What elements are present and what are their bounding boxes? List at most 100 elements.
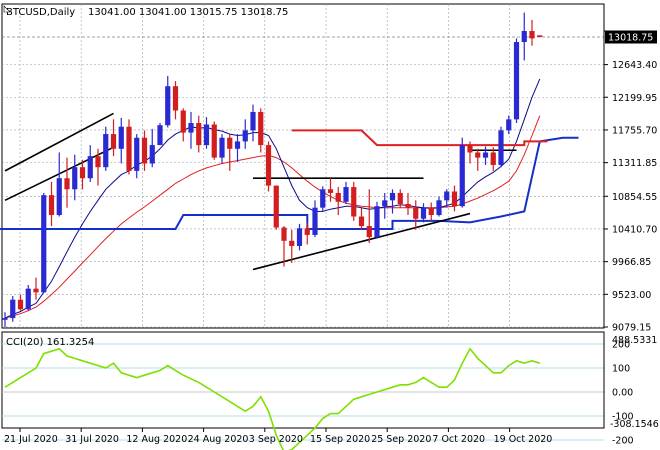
candle-body-bearish [196,123,202,146]
candle-body-bullish [482,152,489,158]
candle-body-bearish [335,192,341,202]
candle-body-bullish [10,299,16,319]
candle-body-bullish [134,137,140,171]
candle-body-bearish [451,191,458,207]
time-tick-label: 15 Sep 2020 [310,434,370,445]
candle-body-bullish [320,189,326,208]
candle-body-bearish [64,178,70,190]
candle-body-bearish [289,240,295,246]
cci-level-label: -100 [612,412,634,423]
candle-body-bullish [420,207,427,219]
pane-collapse-icon[interactable] [3,5,11,13]
candle-body-bearish [265,145,272,186]
candle-body-bearish [110,134,117,149]
candle-body-bearish [17,299,24,310]
current-price-box [605,30,657,44]
candle-body-bullish [149,145,155,164]
candle-body-bearish [490,152,496,165]
candle-body-bearish [405,203,411,208]
candle-body-bearish [397,192,403,204]
cci-min-label: -308.1546 [610,419,659,430]
candle-body-bullish [444,191,450,201]
candle-body-bearish [172,86,179,111]
time-tick-label: 24 Aug 2020 [188,434,249,445]
candle-body-bullish [498,130,504,165]
candle-body-bearish [180,110,186,133]
trendline [4,112,114,172]
price-axis: 12643.40 12199.95 11755.70 11311.85 10854.55… [603,4,657,334]
candle-body-bearish [258,111,264,146]
cci-level-label: 100 [612,364,630,375]
symbol-label: BTCUSD,Daily [6,7,75,18]
candle-body-bullish [296,228,303,246]
candle-body-bullish [234,141,241,149]
candle-body-bullish [389,192,396,201]
candle-body-bullish [203,124,210,146]
time-tick-label: 7 Oct 2020 [432,434,485,445]
candle-body-bearish [413,207,419,219]
candle-body-bearish [327,189,334,193]
price-tick-label: 12643.40 [612,60,657,71]
candle-body-bearish [467,145,473,153]
candle-body-bearish [273,185,279,228]
time-tick-label: 25 Sep 2020 [371,434,431,445]
time-tick-label: 12 Aug 2020 [126,434,187,445]
candle-body-bullish [521,31,527,43]
candle-body-bullish [219,137,225,158]
candle-body-bearish [351,187,357,217]
candle-body-bearish [358,216,365,227]
candle-body-bearish [33,288,39,293]
main-price-pane[interactable]: BTCUSD,Daily 13041.00 13041.00 13015.75 … [0,3,605,329]
candle-body-bearish [304,228,310,235]
candle-body-bullish [242,130,248,142]
cci-max-label: 488.5331 [612,335,657,346]
candle-body-bullish [250,111,256,131]
price-tick-label: 9966.85 [612,257,651,268]
candle-body-bullish [513,42,520,120]
candle-body-bullish [188,123,194,133]
time-tick-label: 3 Sep 2020 [249,434,303,445]
candle-body-bullish [118,126,124,149]
candle-body-bearish [79,167,86,179]
candle-body-bearish [48,195,55,216]
candle-body-bearish [428,207,434,216]
candle-body-bullish [374,206,380,238]
price-tick-label: 9079.15 [612,323,651,334]
trendline [252,212,471,271]
cci-label: CCI(20) 161.3254 [6,337,94,348]
candle-body-bearish [529,31,535,39]
candle-body-bearish [537,35,543,37]
candle-body-bearish [126,126,132,171]
candle-body-bearish [95,156,101,168]
candle-body-bullish [436,200,442,216]
moving-averages [4,78,541,319]
time-tick-label: 31 Jul 2020 [65,434,119,445]
time-tick-label: 19 Oct 2020 [494,434,553,445]
candlesticks [2,12,543,327]
candle-body-bullish [165,86,171,126]
candle-body-bearish [366,226,372,238]
current-price-label: 13018.75 [608,33,653,44]
cci-level-label: 0.00 [612,388,633,399]
candle-body-bearish [475,152,481,158]
candle-body-bullish [157,125,163,146]
cci-level-label: 200 [612,340,630,351]
price-tick-label: 10854.55 [612,192,657,203]
cci-level-label: -200 [612,436,634,447]
price-tick-label: 10410.70 [612,224,657,235]
candle-body-bullish [2,318,8,320]
time-axis: 21 Jul 2020 31 Jul 2020 12 Aug 2020 24 Aug … [4,428,552,445]
candle-body-bullish [87,156,93,179]
candle-body-bullish [382,200,388,207]
cci-indicator-pane[interactable]: 200 100 0.00 -100 -200 CCI(20) 161.3254 488.… [1,331,659,450]
ohlc-readout: 13041.00 13041.00 13015.75 13018.75 [88,7,288,18]
candle-body-bearish [227,137,233,149]
price-tick-label: 12199.95 [612,93,657,104]
candle-body-bullish [506,119,512,131]
support-step-line [0,136,579,230]
price-tick-label: 11755.70 [612,125,657,136]
slow-moving-average-line [4,115,541,319]
candle-body-bullish [459,145,465,207]
candle-body-bearish [211,124,217,158]
